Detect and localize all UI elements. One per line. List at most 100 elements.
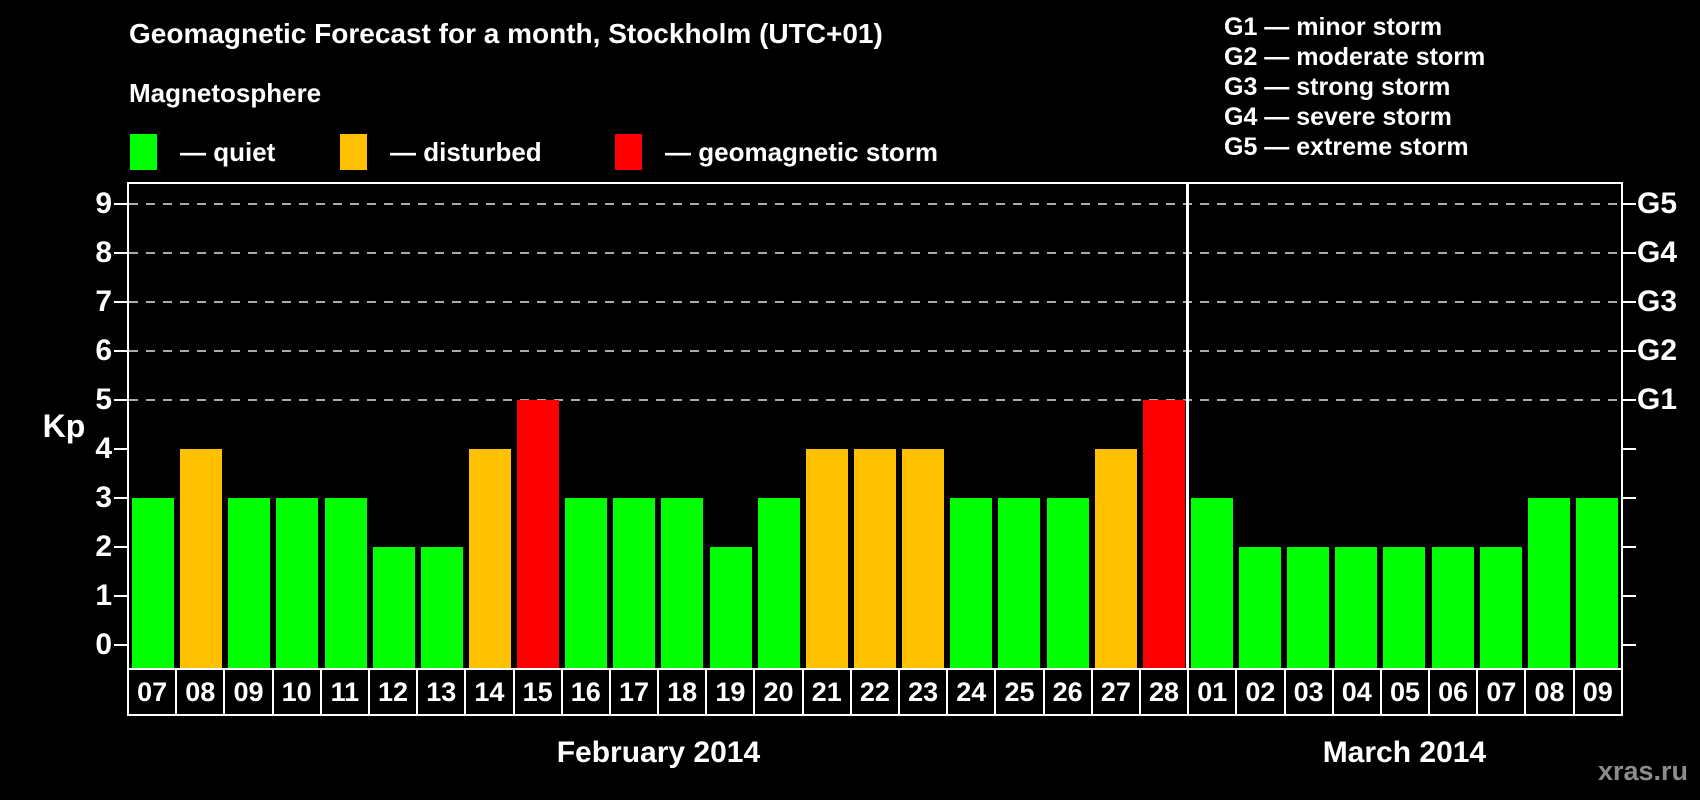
date-label-10: 10 (271, 668, 322, 716)
right-axis-label-g5: G5 (1637, 187, 1678, 220)
magnetosphere-heading: Magnetosphere (129, 78, 322, 108)
kp-bar-day-07 (1479, 547, 1522, 668)
y-tick-label-8: 8 (95, 236, 112, 269)
legend-label-disturbed: — disturbed (390, 136, 542, 167)
left-tick-kp3 (114, 497, 127, 499)
kp-bar-day-25 (998, 498, 1041, 668)
month-label-1: March 2014 (1322, 736, 1487, 769)
kp-bar-day-01 (1190, 498, 1233, 668)
date-label-09: 09 (223, 668, 274, 716)
kp-bar-day-08 (180, 449, 223, 668)
y-tick-label-1: 1 (95, 579, 112, 612)
right-tick-kp0 (1623, 644, 1636, 646)
kp-bar-day-23 (902, 449, 945, 668)
left-tick-kp8 (114, 252, 127, 254)
right-tick-kp6 (1623, 350, 1636, 352)
left-tick-kp6 (114, 350, 127, 352)
kp-bar-day-24 (950, 498, 993, 668)
kp-bar-day-07 (132, 498, 175, 668)
gridline-kp8 (129, 252, 1621, 254)
date-label-22: 22 (849, 668, 900, 716)
gridline-kp9 (129, 203, 1621, 205)
kp-bar-day-09 (1575, 498, 1618, 668)
kp-bar-day-11 (324, 498, 367, 668)
date-label-15: 15 (512, 668, 563, 716)
storm-scale-legend: G1 — minor storm G2 — moderate storm G3 … (1224, 12, 1485, 162)
date-label-14: 14 (464, 668, 515, 716)
date-label-23: 23 (898, 668, 949, 716)
right-tick-kp7 (1623, 301, 1636, 303)
left-tick-kp2 (114, 546, 127, 548)
date-label-09: 09 (1572, 668, 1623, 716)
month-separator (1186, 184, 1190, 668)
legend-item-quiet: — quiet (130, 134, 275, 170)
right-axis-label-g3: G3 (1637, 285, 1678, 318)
kp-bar-day-27 (1094, 449, 1137, 668)
quiet-color-swatch (130, 134, 157, 170)
y-tick-label-7: 7 (95, 285, 112, 318)
kp-bar-day-05 (1383, 547, 1426, 668)
y-tick-label-4: 4 (95, 432, 112, 465)
gridline-kp7 (129, 301, 1621, 303)
kp-bar-day-19 (709, 547, 752, 668)
right-tick-kp2 (1623, 546, 1636, 548)
kp-bar-day-21 (805, 449, 848, 668)
left-tick-kp1 (114, 595, 127, 597)
date-label-17: 17 (608, 668, 660, 716)
kp-bar-day-08 (1527, 498, 1570, 668)
y-tick-label-6: 6 (95, 334, 112, 367)
date-label-06: 06 (1428, 668, 1479, 716)
legend-item-storm: — geomagnetic storm (615, 134, 938, 170)
date-label-04: 04 (1331, 668, 1382, 716)
y-tick-label-0: 0 (95, 628, 112, 661)
kp-bar-day-04 (1335, 547, 1378, 668)
month-label-0: February 2014 (556, 736, 761, 769)
left-tick-kp9 (114, 203, 127, 205)
storm-scale-g3: G3 — strong storm (1224, 73, 1451, 101)
right-tick-kp9 (1623, 203, 1636, 205)
date-label-05: 05 (1379, 668, 1431, 716)
kp-bar-day-10 (276, 498, 319, 668)
right-axis-label-g4: G4 (1637, 236, 1678, 269)
chart-title: Geomagnetic Forecast for a month, Stockh… (129, 18, 883, 49)
y-tick-label-5: 5 (95, 383, 112, 416)
kp-bar-day-28 (1142, 400, 1185, 668)
storm-scale-g4: G4 — severe storm (1224, 103, 1452, 131)
date-axis: 07 08 09 10 11 12 13 14 15 16 17 18 19 20 21 22 23 24 25 26… (127, 668, 1623, 716)
date-label-26: 26 (1042, 668, 1093, 716)
storm-color-swatch (615, 134, 642, 170)
date-label-13: 13 (416, 668, 467, 716)
left-tick-kp4 (114, 448, 127, 450)
date-label-25: 25 (994, 668, 1045, 716)
left-tick-kp0 (114, 644, 127, 646)
y-axis-title: Kp (42, 408, 86, 444)
gridline-kp5 (129, 399, 1621, 401)
date-label-08: 08 (1524, 668, 1575, 716)
date-label-03: 03 (1283, 668, 1334, 716)
date-label-24: 24 (946, 668, 997, 716)
date-label-07: 07 (1476, 668, 1527, 716)
gridline-kp6 (129, 350, 1621, 352)
kp-bar-day-15 (517, 400, 560, 668)
kp-bar-day-22 (854, 449, 896, 668)
legend-label-storm: — geomagnetic storm (665, 136, 939, 167)
date-label-20: 20 (753, 668, 804, 716)
legend-label-quiet: — quiet (180, 136, 276, 167)
date-label-16: 16 (560, 668, 611, 716)
date-label-19: 19 (705, 668, 756, 716)
kp-bar-day-26 (1046, 498, 1089, 668)
left-tick-kp7 (114, 301, 127, 303)
kp-bar-day-16 (565, 498, 608, 668)
date-label-01: 01 (1187, 668, 1238, 716)
date-label-28: 28 (1138, 668, 1190, 716)
storm-scale-g1: G1 — minor storm (1224, 13, 1443, 41)
storm-scale-g2: G2 — moderate storm (1224, 43, 1486, 71)
left-tick-kp5 (114, 399, 127, 401)
y-tick-label-2: 2 (95, 530, 112, 563)
right-tick-kp1 (1623, 595, 1636, 597)
date-label-02: 02 (1235, 668, 1286, 716)
right-tick-kp4 (1623, 448, 1636, 450)
kp-bar-day-20 (757, 498, 800, 668)
kp-bar-day-06 (1431, 547, 1474, 668)
